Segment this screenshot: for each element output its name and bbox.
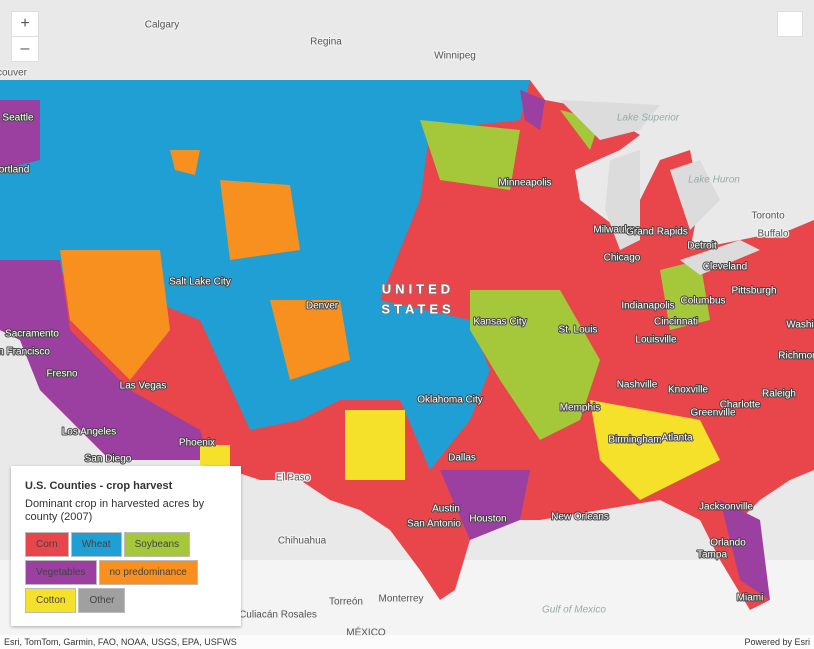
great-lakes (560, 100, 760, 275)
place-label: Gulf of Mexico (542, 605, 606, 616)
place-label: El Paso (276, 473, 311, 484)
place-label: Buffalo (758, 229, 789, 240)
regions-soybeans (420, 110, 710, 440)
zoom-in[interactable]: + (11, 11, 39, 37)
place-label: UNITED (382, 281, 454, 296)
place-label: Kansas City (473, 317, 526, 328)
place-label: Louisville (635, 335, 677, 346)
region-wheat (0, 80, 530, 470)
place-label: Pittsburgh (731, 286, 776, 297)
zoom-out[interactable]: – (11, 36, 39, 62)
place-label: Fresno (46, 369, 78, 380)
place-label: Houston (469, 514, 506, 525)
place-label: Salt Lake City (169, 277, 231, 288)
place-label: STATES (381, 301, 454, 316)
place-label: New Orleans (551, 512, 609, 523)
place-label: Miami (737, 593, 764, 604)
place-label: Lake Superior (617, 113, 680, 124)
place-label: Phoenix (179, 438, 215, 449)
place-label: Calgary (145, 20, 179, 31)
legend-subtitle: Dominant crop in harvested acres by coun… (25, 498, 205, 523)
legend-item: Other (78, 588, 126, 613)
place-label: Las Vegas (120, 381, 167, 392)
place-label: San Francisco (0, 347, 50, 358)
place-label: Knoxville (668, 385, 708, 396)
regions-vegetables (0, 90, 770, 600)
place-label: Greenville (690, 408, 735, 419)
place-label: Raleigh (762, 389, 796, 400)
place-label: Detroit (687, 241, 717, 252)
place-label: Charlotte (720, 400, 761, 411)
place-label: Milwaukee (593, 225, 641, 236)
place-label: Washi (786, 320, 813, 331)
powered-by[interactable]: Powered by Esri (744, 637, 810, 647)
place-label: Los Angeles (62, 427, 117, 438)
place-label: Oklahoma City (417, 395, 483, 406)
place-label: Culiacán Rosales (239, 610, 317, 621)
place-label: Lake Huron (688, 175, 740, 186)
place-label: Grand Rapids (626, 227, 688, 238)
place-label: Dallas (448, 453, 476, 464)
place-label: Chicago (604, 253, 641, 264)
legend-title: U.S. Counties - crop harvest (25, 480, 173, 492)
place-label: Regina (310, 37, 342, 48)
place-label: couver (0, 68, 28, 79)
legend-item: Soybeans (123, 532, 191, 557)
place-label: Cincinnati (654, 317, 698, 328)
place-label: Richmon (778, 351, 814, 362)
place-label: Austin (432, 504, 460, 515)
regions-mixed (60, 150, 350, 380)
place-label: Memphis (560, 403, 601, 414)
place-label: Monterrey (378, 594, 423, 605)
attribution-bar: Esri, TomTom, Garmin, FAO, NOAA, USGS, E… (0, 635, 814, 649)
place-label: Indianapolis (621, 301, 674, 312)
regions-cotton (200, 400, 720, 500)
place-label: Chihuahua (278, 536, 327, 547)
basemap-toggle[interactable] (777, 11, 803, 37)
place-label: St. Louis (559, 325, 598, 336)
place-label: Birmingham (608, 435, 661, 446)
place-label: San Diego (85, 454, 132, 465)
place-label: San Antonio (407, 519, 461, 530)
place-label: Atlanta (661, 433, 693, 444)
place-label: Torreón (329, 597, 363, 608)
attribution: Esri, TomTom, Garmin, FAO, NOAA, USGS, E… (4, 637, 237, 647)
legend-item: Cotton (25, 588, 77, 613)
place-label: Seattle (2, 113, 34, 124)
legend-item: no predominance (98, 560, 198, 585)
place-label: Columbus (680, 296, 725, 307)
place-label: ortland (0, 165, 29, 176)
place-label: Denver (306, 301, 339, 312)
place-label: Jacksonville (699, 502, 753, 513)
place-label: Toronto (751, 211, 785, 222)
place-label: Tampa (697, 550, 727, 561)
place-label: Cleveland (703, 262, 747, 273)
legend-item: Corn (25, 532, 69, 557)
place-label: Orlando (710, 538, 746, 549)
legend: U.S. Counties - crop harvest Dominant cr… (11, 466, 241, 626)
legend-items: Corn Wheat Soybeans Vegetables no predominan… (25, 532, 215, 613)
place-label: Minneapolis (498, 178, 551, 189)
place-label: Sacramento (5, 329, 59, 340)
legend-item: Wheat (70, 532, 122, 557)
legend-item: Vegetables (25, 560, 97, 585)
place-label: Nashville (617, 380, 658, 391)
place-label: Winnipeg (434, 51, 476, 62)
